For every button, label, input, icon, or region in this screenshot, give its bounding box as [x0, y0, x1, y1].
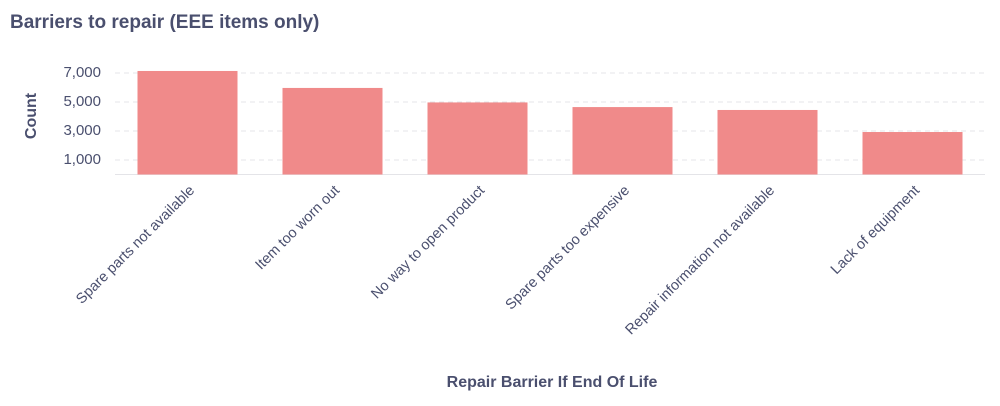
bar	[427, 102, 528, 175]
y-tick-label: 5,000	[63, 93, 101, 110]
bar	[717, 109, 818, 175]
bar	[137, 70, 238, 175]
x-tick-label: Spare parts too expensive	[503, 183, 633, 313]
bar	[862, 132, 963, 175]
bar	[282, 87, 383, 175]
x-tick-label: Repair information not available	[623, 183, 779, 339]
chart-title: Barriers to repair (EEE items only)	[10, 12, 319, 33]
y-tick-label: 1,000	[63, 151, 101, 168]
y-tick-label: 3,000	[63, 122, 101, 139]
x-axis-title: Repair Barrier If End Of Life	[447, 374, 658, 391]
x-tick-label: No way to open product	[368, 183, 488, 303]
y-axis-title: Count	[23, 92, 40, 139]
x-tick-label: Lack of equipment	[828, 183, 923, 278]
bar	[572, 107, 673, 175]
x-tick-label: Spare parts not available	[73, 183, 198, 308]
x-tick-label: Item too worn out	[253, 183, 344, 274]
y-tick-label: 7,000	[63, 64, 101, 81]
